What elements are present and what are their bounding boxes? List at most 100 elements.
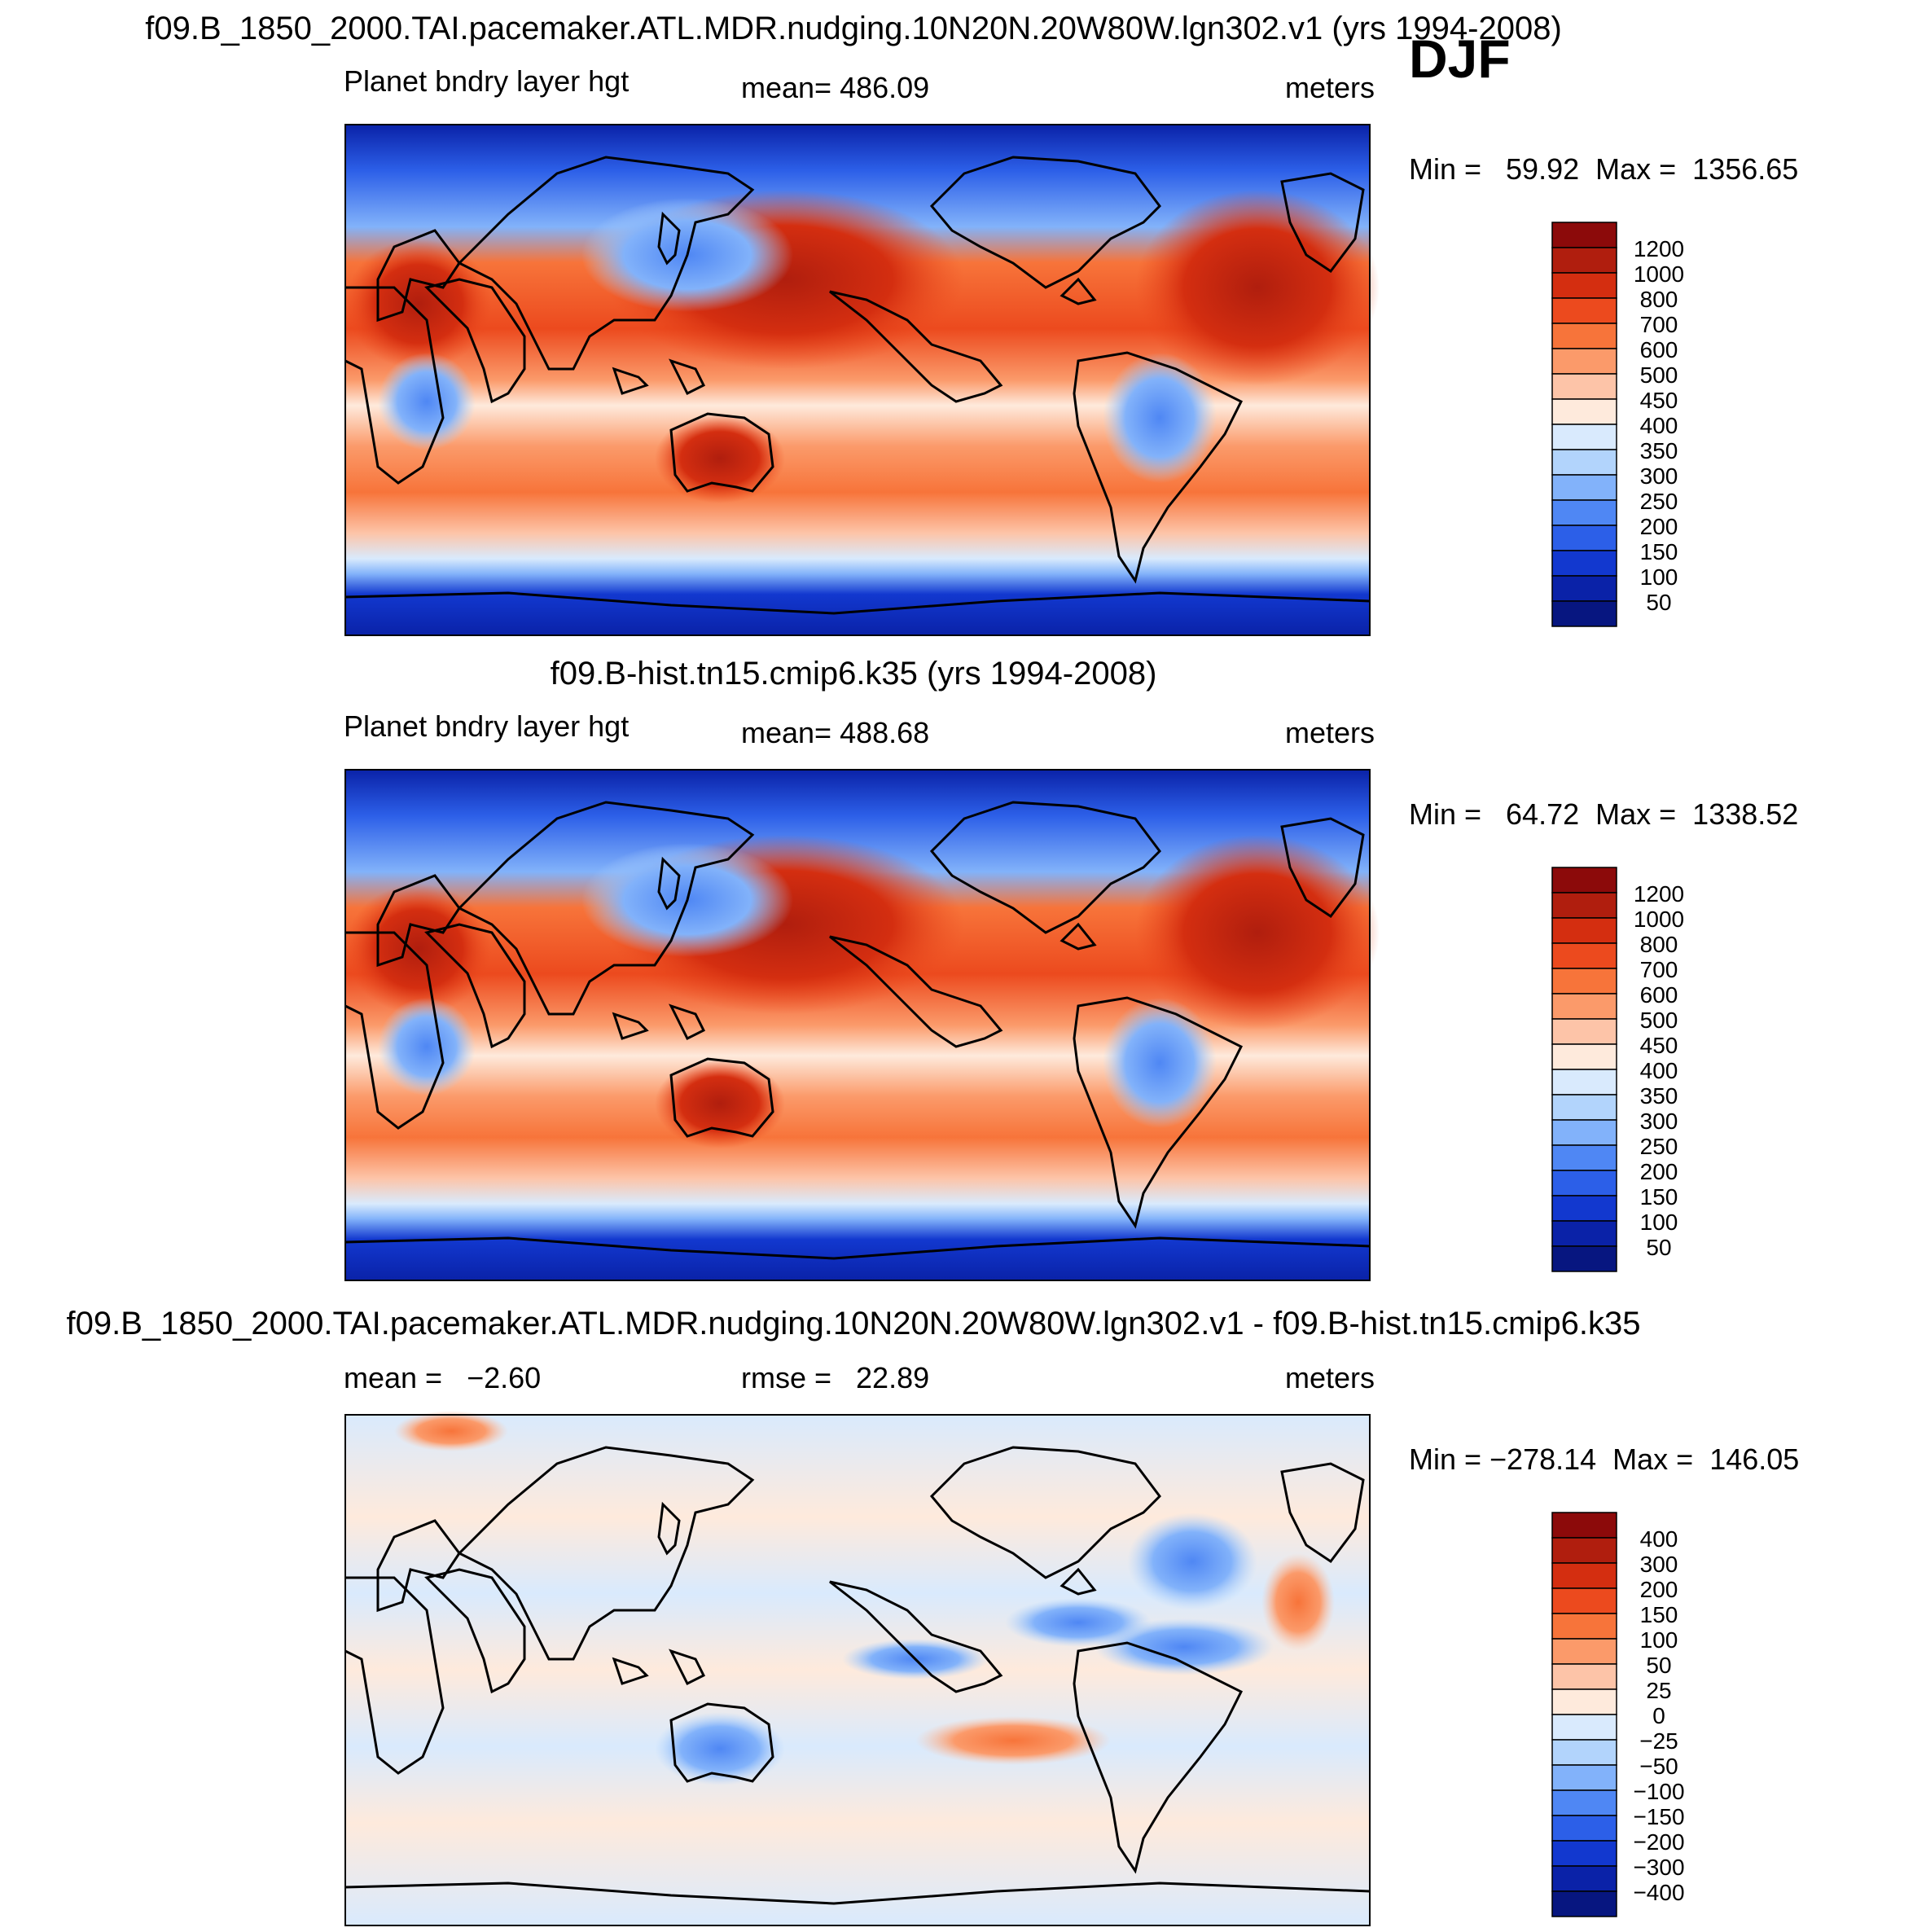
colorbar-swatch xyxy=(1551,892,1617,919)
colorbar-swatch xyxy=(1551,1170,1617,1197)
colorbar-swatch xyxy=(1551,993,1617,1020)
colorbar-tick-label: 150 xyxy=(1640,1184,1678,1210)
colorbar-swatch xyxy=(1551,1663,1617,1690)
panel-control-units: meters xyxy=(1285,716,1375,749)
colorbar-swatch xyxy=(1551,1688,1617,1715)
panel-control-title: f09.B-hist.tn15.cmip6.k35 (yrs 1994-2008… xyxy=(551,656,1157,692)
panel-diff-map xyxy=(344,1411,1371,1926)
colorbar-tick-label: 250 xyxy=(1640,1134,1678,1159)
panel-diff-colorbar: 40030020015010050250−25−50−100−150−200−3… xyxy=(1551,1512,1685,1917)
colorbar-swatch xyxy=(1551,575,1617,602)
colorbar-swatch xyxy=(1551,1220,1617,1247)
colorbar-swatch xyxy=(1551,1815,1617,1842)
colorbar-swatch xyxy=(1551,222,1617,248)
colorbar-swatch xyxy=(1551,1865,1617,1892)
colorbar-swatch xyxy=(1551,1512,1617,1539)
colorbar-tick-label: −25 xyxy=(1639,1728,1678,1754)
colorbar-swatch xyxy=(1551,449,1617,476)
colorbar-tick-label: 600 xyxy=(1640,982,1678,1008)
panel-case: f09.B_1850_2000.TAI.pacemaker.ATL.MDR.nu… xyxy=(145,11,1798,636)
colorbar-swatch xyxy=(1551,1094,1617,1121)
colorbar-swatch xyxy=(1551,525,1617,551)
colorbar-swatch xyxy=(1551,272,1617,299)
colorbar-swatch xyxy=(1551,424,1617,450)
colorbar-tick-label: 1000 xyxy=(1634,261,1684,287)
panel-control-colorbar: 1200100080070060050045040035030025020015… xyxy=(1551,867,1684,1272)
colorbar-swatch xyxy=(1551,348,1617,375)
colorbar-tick-label: −400 xyxy=(1633,1880,1684,1905)
panel-case-units: meters xyxy=(1285,71,1375,104)
panel-case-mean: mean= 486.09 xyxy=(741,71,929,104)
panel-case-colorbar: 1200100080070060050045040035030025020015… xyxy=(1551,222,1684,627)
colorbar-swatch xyxy=(1551,373,1617,400)
colorbar-tick-label: 700 xyxy=(1640,957,1678,982)
colorbar-tick-label: 100 xyxy=(1640,564,1678,590)
colorbar-tick-label: 300 xyxy=(1640,1552,1678,1577)
colorbar-swatch xyxy=(1551,600,1617,627)
colorbar-swatch xyxy=(1551,1890,1617,1917)
colorbar-tick-label: 150 xyxy=(1640,1602,1678,1627)
colorbar-tick-label: −200 xyxy=(1633,1829,1684,1855)
colorbar-swatch xyxy=(1551,1587,1617,1614)
colorbar-tick-label: 100 xyxy=(1640,1627,1678,1653)
colorbar-tick-label: 800 xyxy=(1640,932,1678,957)
colorbar-swatch xyxy=(1551,917,1617,944)
colorbar-swatch xyxy=(1551,1739,1617,1766)
colorbar-tick-label: 25 xyxy=(1646,1678,1671,1703)
colorbar-swatch xyxy=(1551,1195,1617,1222)
colorbar-tick-label: 1000 xyxy=(1634,907,1684,932)
colorbar-tick-label: 100 xyxy=(1640,1210,1678,1235)
colorbar-tick-label: 200 xyxy=(1640,1577,1678,1602)
colorbar-tick-label: 500 xyxy=(1640,1008,1678,1033)
colorbar-tick-label: 50 xyxy=(1646,590,1671,615)
colorbar-swatch xyxy=(1551,867,1617,894)
colorbar-tick-label: 350 xyxy=(1640,1083,1678,1109)
colorbar-swatch xyxy=(1551,297,1617,324)
colorbar-swatch xyxy=(1551,1043,1617,1070)
colorbar-swatch xyxy=(1551,1613,1617,1640)
colorbar-swatch xyxy=(1551,1537,1617,1564)
panel-diff-mean: mean = −2.60 xyxy=(344,1361,541,1394)
panel-control: f09.B-hist.tn15.cmip6.k35 (yrs 1994-2008… xyxy=(344,656,1798,1281)
panel-case-map xyxy=(344,124,1380,636)
panel-control-map xyxy=(344,769,1380,1281)
colorbar-swatch xyxy=(1551,942,1617,969)
colorbar-swatch xyxy=(1551,1562,1617,1589)
panel-control-minmax: Min = 64.72 Max = 1338.52 xyxy=(1409,797,1798,831)
colorbar-swatch xyxy=(1551,1638,1617,1665)
colorbar-swatch xyxy=(1551,1245,1617,1272)
colorbar-swatch xyxy=(1551,1789,1617,1816)
colorbar-tick-label: 400 xyxy=(1640,413,1678,438)
colorbar-tick-label: 1200 xyxy=(1634,881,1684,907)
colorbar-tick-label: 150 xyxy=(1640,539,1678,564)
colorbar-swatch xyxy=(1551,247,1617,274)
colorbar-swatch xyxy=(1551,968,1617,995)
colorbar-swatch xyxy=(1551,1018,1617,1045)
panel-diff: f09.B_1850_2000.TAI.pacemaker.ATL.MDR.nu… xyxy=(67,1306,1799,1926)
colorbar-tick-label: 200 xyxy=(1640,1159,1678,1184)
colorbar-tick-label: 0 xyxy=(1652,1703,1665,1728)
colorbar-tick-label: 450 xyxy=(1640,1033,1678,1058)
colorbar-tick-label: 800 xyxy=(1640,287,1678,312)
colorbar-tick-label: −50 xyxy=(1639,1754,1678,1779)
colorbar-swatch xyxy=(1551,1119,1617,1146)
colorbar-swatch xyxy=(1551,550,1617,577)
colorbar-swatch xyxy=(1551,1840,1617,1867)
colorbar-swatch xyxy=(1551,323,1617,349)
panel-case-minmax: Min = 59.92 Max = 1356.65 xyxy=(1409,152,1798,186)
colorbar-tick-label: 1200 xyxy=(1634,236,1684,261)
colorbar-tick-label: 350 xyxy=(1640,438,1678,463)
colorbar-tick-label: −150 xyxy=(1633,1804,1684,1829)
colorbar-tick-label: 200 xyxy=(1640,514,1678,539)
panel-case-title: f09.B_1850_2000.TAI.pacemaker.ATL.MDR.nu… xyxy=(145,11,1562,46)
colorbar-tick-label: 400 xyxy=(1640,1526,1678,1552)
colorbar-tick-label: 400 xyxy=(1640,1058,1678,1083)
panel-diff-title: f09.B_1850_2000.TAI.pacemaker.ATL.MDR.nu… xyxy=(67,1306,1641,1341)
colorbar-tick-label: 300 xyxy=(1640,1109,1678,1134)
colorbar-tick-label: 300 xyxy=(1640,463,1678,489)
panel-control-variable: Planet bndry layer hgt xyxy=(344,709,629,743)
colorbar-tick-label: 450 xyxy=(1640,388,1678,413)
panel-case-variable: Planet bndry layer hgt xyxy=(344,64,629,98)
colorbar-swatch xyxy=(1551,499,1617,526)
